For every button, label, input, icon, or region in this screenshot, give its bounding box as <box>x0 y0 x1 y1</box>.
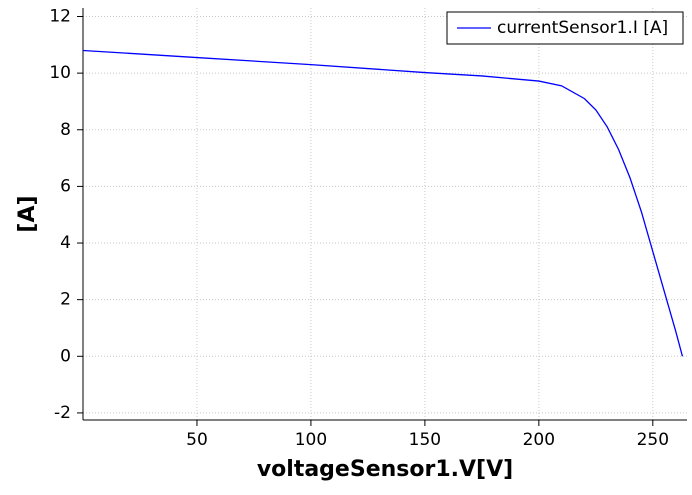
x-tick-label: 150 <box>409 430 441 450</box>
y-axis-title: [A] <box>15 195 40 232</box>
y-tick-label: -2 <box>54 403 71 423</box>
x-axis-title: voltageSensor1.V[V] <box>257 457 513 482</box>
y-tick-label: 4 <box>60 233 71 253</box>
x-tick-label: 200 <box>523 430 555 450</box>
y-tick-label: 0 <box>60 346 71 366</box>
y-tick-label: 10 <box>49 63 71 83</box>
y-tick-label: 2 <box>60 290 71 310</box>
x-tick-label: 50 <box>186 430 208 450</box>
x-tick-label: 100 <box>295 430 327 450</box>
y-tick-label: 6 <box>60 176 71 196</box>
legend-label: currentSensor1.I [A] <box>497 18 668 38</box>
y-tick-label: 8 <box>60 120 71 140</box>
y-tick-label: 12 <box>49 6 71 26</box>
legend: currentSensor1.I [A] <box>446 11 684 45</box>
x-tick-label: 250 <box>637 430 669 450</box>
series-line <box>82 49 684 357</box>
